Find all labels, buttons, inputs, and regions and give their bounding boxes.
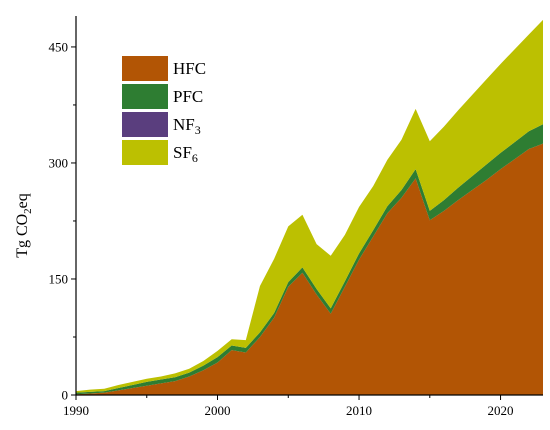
y-tick-label: 0 bbox=[62, 388, 69, 403]
area-series-hfc bbox=[76, 143, 543, 395]
legend: HFC PFC NF3 SF6 bbox=[122, 56, 206, 165]
y-tick-label: 450 bbox=[49, 39, 69, 54]
x-tick-label: 2010 bbox=[346, 403, 372, 418]
legend-label-nf3: NF3 bbox=[173, 115, 201, 137]
y-tick-label: 300 bbox=[49, 155, 69, 170]
legend-label-hfc: HFC bbox=[173, 59, 206, 78]
legend-swatch-pfc bbox=[122, 84, 168, 109]
legend-label-pfc: PFC bbox=[173, 87, 203, 106]
legend-swatch-hfc bbox=[122, 56, 168, 81]
x-tick-label: 2020 bbox=[488, 403, 514, 418]
legend-label-sf6: SF6 bbox=[173, 143, 198, 165]
x-tick-label: 2000 bbox=[205, 403, 231, 418]
axes-group: 0 150 300 450 1990 2000 2010 2020 bbox=[49, 16, 543, 418]
legend-swatch-nf3 bbox=[122, 112, 168, 137]
y-axis-label: Tg CO2eq bbox=[14, 193, 34, 258]
y-tick-label: 150 bbox=[49, 271, 69, 286]
legend-swatch-sf6 bbox=[122, 140, 168, 165]
area-series-group bbox=[76, 19, 543, 395]
x-tick-label: 1990 bbox=[63, 403, 89, 418]
